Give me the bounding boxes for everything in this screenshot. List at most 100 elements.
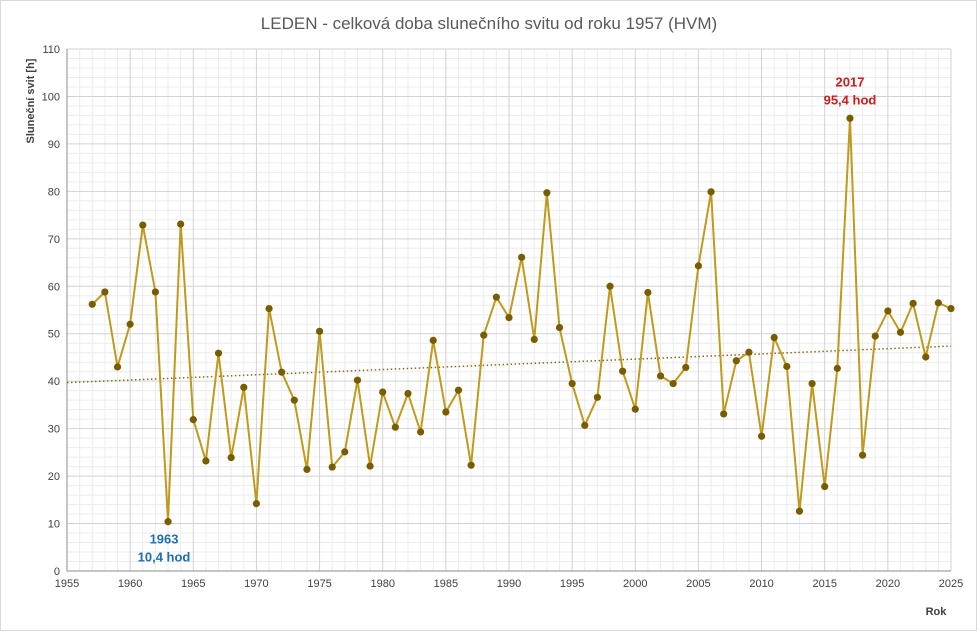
data-point-markers bbox=[88, 114, 955, 526]
data-point bbox=[303, 465, 311, 474]
data-point bbox=[252, 500, 261, 508]
y-tick-label: 80 bbox=[48, 186, 60, 198]
x-tick-label: 1990 bbox=[497, 578, 521, 590]
data-point bbox=[732, 357, 740, 365]
y-tick-label: 60 bbox=[48, 281, 60, 293]
data-point bbox=[669, 379, 677, 388]
data-point bbox=[795, 507, 804, 515]
data-point bbox=[101, 288, 109, 296]
y-tick-label: 110 bbox=[42, 44, 60, 56]
data-point bbox=[404, 389, 412, 398]
trendline bbox=[66, 345, 952, 384]
data-point bbox=[505, 313, 513, 322]
data-point bbox=[757, 432, 766, 440]
data-point bbox=[492, 293, 500, 301]
data-point bbox=[707, 188, 715, 196]
data-point bbox=[783, 362, 791, 371]
data-point bbox=[126, 320, 134, 328]
x-tick-label: 2000 bbox=[623, 578, 647, 590]
data-point bbox=[315, 327, 324, 335]
x-tick-label: 1980 bbox=[370, 578, 394, 590]
data-point bbox=[745, 348, 753, 356]
x-tick-label: 2025 bbox=[939, 578, 963, 590]
data-point bbox=[644, 288, 652, 297]
x-tick-label: 2010 bbox=[749, 578, 773, 590]
max-annotation-year: 2017 bbox=[836, 74, 865, 89]
data-point bbox=[581, 421, 589, 429]
data-point bbox=[884, 307, 892, 315]
data-point bbox=[530, 335, 538, 344]
y-tick-label: 30 bbox=[48, 424, 60, 436]
data-point bbox=[177, 220, 185, 228]
data-point bbox=[227, 453, 235, 462]
data-point bbox=[480, 331, 488, 339]
y-tick-labels: 0 10 20 30 40 50 60 70 80 90 100 110 bbox=[42, 44, 60, 578]
data-point bbox=[328, 463, 336, 471]
data-point bbox=[896, 328, 905, 336]
y-tick-label: 0 bbox=[54, 566, 60, 578]
data-point bbox=[467, 461, 475, 469]
data-point bbox=[631, 405, 639, 413]
data-point bbox=[454, 386, 463, 394]
x-tick-label: 1985 bbox=[434, 578, 458, 590]
data-point bbox=[656, 372, 665, 380]
data-point bbox=[871, 332, 879, 340]
x-tick-label: 1965 bbox=[181, 578, 205, 590]
y-tick-label: 50 bbox=[48, 329, 60, 341]
data-point bbox=[808, 379, 816, 388]
x-tick-labels: 1955 1960 1965 1970 1975 1980 1985 1990 1995 2000… bbox=[55, 578, 963, 590]
x-tick-label: 1970 bbox=[244, 578, 268, 590]
axes bbox=[66, 49, 951, 572]
data-point bbox=[278, 368, 286, 376]
data-point bbox=[88, 300, 96, 308]
data-point bbox=[543, 189, 551, 197]
y-axis-title: Sluneční svit [h] bbox=[25, 58, 37, 143]
data-point bbox=[189, 416, 197, 424]
y-tick-label: 10 bbox=[48, 519, 60, 531]
data-point bbox=[593, 393, 602, 401]
y-tick-label: 40 bbox=[48, 376, 60, 388]
data-point bbox=[694, 262, 703, 270]
data-point bbox=[353, 376, 362, 384]
x-tick-label: 2005 bbox=[686, 578, 710, 590]
data-point bbox=[139, 221, 147, 229]
x-tick-label: 1960 bbox=[118, 578, 142, 590]
chart-title: LEDEN - celková doba slunečního svitu od… bbox=[261, 14, 717, 33]
data-point bbox=[934, 299, 942, 307]
data-point bbox=[922, 353, 930, 361]
data-point bbox=[720, 410, 728, 418]
min-annotation-year: 1963 bbox=[150, 532, 179, 547]
data-point bbox=[391, 423, 399, 431]
x-tick-label: 2020 bbox=[876, 578, 900, 590]
data-point bbox=[265, 304, 273, 313]
data-point bbox=[821, 482, 829, 491]
y-tick-label: 70 bbox=[48, 234, 60, 246]
data-point bbox=[859, 451, 867, 459]
data-point bbox=[555, 323, 564, 332]
data-point bbox=[909, 299, 917, 307]
data-point bbox=[240, 383, 248, 391]
trendline-group bbox=[66, 345, 952, 384]
data-point bbox=[770, 333, 778, 342]
x-tick-label: 1995 bbox=[560, 578, 584, 590]
data-point bbox=[518, 253, 526, 261]
x-axis-title: Rok bbox=[926, 606, 948, 618]
data-point bbox=[379, 388, 387, 396]
data-point bbox=[151, 288, 159, 296]
x-tick-label: 2015 bbox=[812, 578, 836, 590]
data-point bbox=[290, 396, 298, 404]
data-point bbox=[202, 457, 210, 465]
y-tick-label: 20 bbox=[48, 471, 60, 483]
data-point bbox=[429, 336, 437, 344]
max-annotation-value: 95,4 hod bbox=[824, 92, 877, 107]
x-tick-label: 1955 bbox=[55, 578, 79, 590]
data-point bbox=[442, 408, 450, 416]
y-tick-label: 90 bbox=[48, 139, 60, 151]
data-point bbox=[366, 462, 374, 470]
data-point bbox=[417, 428, 425, 436]
data-point bbox=[833, 364, 841, 372]
data-point bbox=[341, 448, 349, 456]
y-tick-label: 100 bbox=[42, 91, 60, 103]
